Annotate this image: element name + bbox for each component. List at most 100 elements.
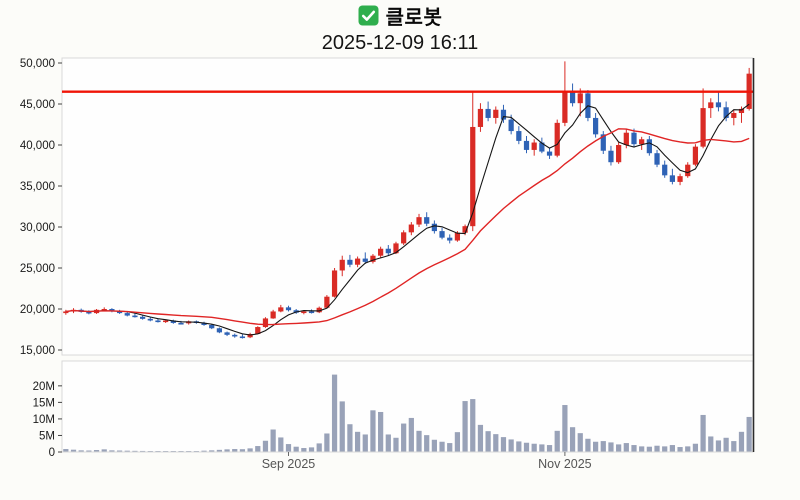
candle-body — [209, 324, 215, 329]
volume-bar — [562, 405, 568, 452]
volume-bar — [201, 450, 207, 452]
volume-bar — [523, 442, 530, 452]
volume-bar — [577, 433, 583, 452]
volume-tick-label: 5M — [39, 430, 55, 442]
candle-body — [508, 119, 514, 132]
candle-body — [454, 232, 461, 241]
candle-body — [354, 258, 361, 265]
candle-body — [546, 151, 553, 156]
candle-body — [255, 327, 261, 335]
candle-body — [531, 142, 537, 150]
volume-bar — [109, 450, 115, 452]
candle-body — [516, 131, 522, 141]
volume-bar — [592, 441, 599, 452]
volume-bar — [662, 446, 668, 452]
volume-bar — [239, 449, 246, 452]
volume-bar — [385, 434, 391, 452]
candle-body — [124, 313, 130, 316]
volume-bar — [470, 399, 476, 452]
volume-bar — [101, 449, 107, 452]
price-tick-label: 50,000 — [20, 58, 55, 70]
candle-body — [393, 243, 399, 254]
ma-short-line — [65, 103, 750, 336]
price-tick-label: 35,000 — [20, 181, 55, 193]
candles — [63, 61, 752, 339]
volume-bar — [485, 431, 491, 452]
candle-body — [116, 311, 123, 314]
candle-body — [416, 217, 422, 225]
chart-datetime: 2025-12-09 16:11 — [321, 31, 479, 54]
candle-body — [447, 237, 453, 241]
volume-bar — [78, 450, 84, 452]
volume-bar — [746, 416, 752, 452]
volume-bar — [255, 446, 261, 452]
volume-bar — [462, 401, 468, 452]
volume-bar — [723, 437, 729, 452]
volume-bar — [93, 450, 100, 452]
candle-body — [731, 113, 737, 118]
candle-body — [140, 316, 146, 319]
volume-bar — [600, 441, 606, 452]
candle-body — [147, 318, 153, 321]
candle-body — [477, 108, 484, 127]
volume-bar — [569, 427, 576, 452]
candle-body — [347, 259, 353, 265]
candle-body — [470, 126, 476, 227]
volume-bar — [516, 441, 522, 452]
volume-bar — [216, 449, 223, 452]
candle-body — [301, 311, 307, 314]
candle-body — [278, 307, 284, 312]
volume-bar — [247, 448, 253, 452]
candle-body — [462, 226, 468, 233]
volume-bar — [354, 431, 361, 452]
volume-bar — [132, 450, 138, 452]
volume-tick-label: 10M — [33, 414, 55, 426]
candle-body — [608, 150, 614, 163]
price-axis: 50,000 45,000 40,000 35,000 30,000 25,000 20,0… — [20, 58, 62, 357]
volume-bar — [669, 445, 675, 452]
volume-tick-label: 15M — [33, 397, 55, 409]
candle-body — [654, 153, 660, 165]
volume-bar — [63, 449, 69, 452]
candle-body — [738, 108, 745, 114]
volume-bar — [424, 435, 430, 452]
volume-bar — [738, 431, 745, 452]
volume-bar — [508, 439, 514, 452]
x-axis: Sep 2025 Nov 2025 — [262, 452, 592, 471]
price-tick-label: 30,000 — [20, 222, 55, 234]
stock-name: 클로봇 — [385, 6, 443, 29]
candle-body — [63, 311, 69, 314]
volume-bar — [692, 443, 699, 452]
candle-body — [685, 164, 691, 177]
volume-bar — [408, 417, 414, 452]
candle-body — [308, 311, 315, 314]
candle-body — [539, 142, 545, 152]
candle-body — [708, 102, 714, 109]
price-tick-label: 45,000 — [20, 99, 55, 111]
volume-bar — [270, 429, 276, 452]
green-checkbox-icon — [358, 5, 379, 26]
candle-body — [715, 102, 722, 108]
candle-body — [362, 258, 368, 262]
candle-body — [600, 134, 606, 151]
volume-bar — [70, 449, 77, 452]
volume-bar — [262, 440, 269, 452]
volume-bar — [639, 446, 645, 452]
volume-bar — [454, 432, 461, 452]
candle-body — [378, 248, 384, 256]
candle-body — [646, 139, 652, 154]
volume-bar — [700, 414, 706, 452]
volume-bar — [224, 449, 230, 452]
candle-body — [677, 176, 683, 182]
candle-body — [163, 320, 169, 323]
volume-bar — [401, 423, 407, 452]
ma-long-line — [65, 128, 750, 326]
volume-bar — [715, 440, 722, 452]
volume-bar — [324, 433, 330, 452]
volume-bar — [623, 443, 629, 452]
volume-bars — [63, 374, 752, 452]
volume-bar — [308, 447, 315, 452]
candle-body — [592, 117, 599, 135]
volume-bar — [608, 442, 614, 452]
